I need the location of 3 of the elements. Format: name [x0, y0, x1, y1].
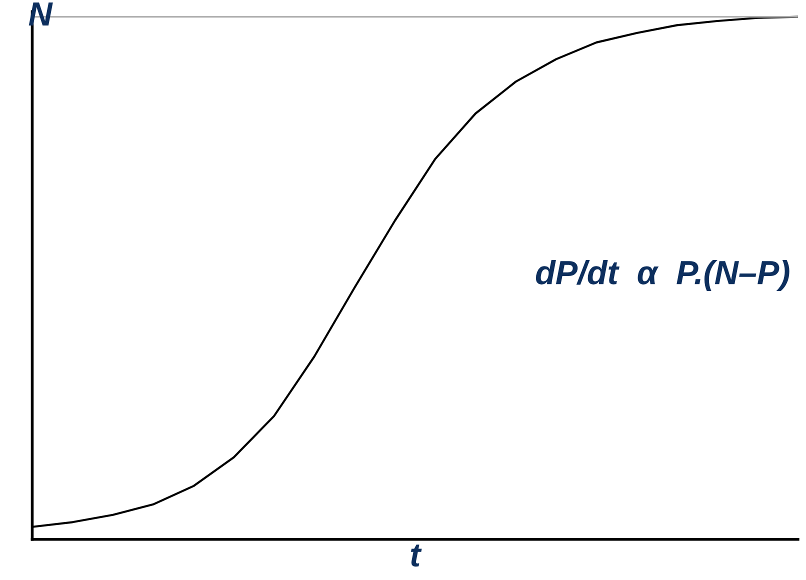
- annotation: dP/dt α P.(N–P): [536, 260, 790, 292]
- ref-line-label: N: [28, 2, 53, 26]
- x-axis-title: t: [410, 544, 422, 567]
